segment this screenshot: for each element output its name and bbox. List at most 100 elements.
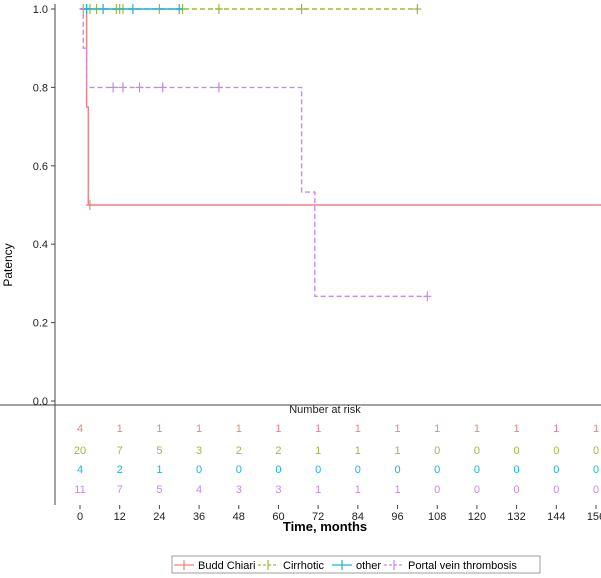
legend-label: Cirrhotic (283, 560, 324, 572)
y-tick-label: 0.2 (33, 318, 48, 330)
risk-value: 0 (434, 445, 440, 457)
x-tick-label: 24 (153, 511, 165, 523)
x-tick-label: 72 (312, 511, 324, 523)
risk-value: 4 (77, 423, 83, 435)
y-axis-title: Patency (1, 243, 15, 286)
risk-value: 0 (275, 464, 281, 476)
y-tick-label: 0.8 (33, 82, 48, 94)
risk-value: 0 (474, 445, 480, 457)
risk-value: 2 (275, 445, 281, 457)
legend-item-cirrhotic: Cirrhotic (258, 560, 324, 572)
risk-value: 1 (394, 484, 400, 496)
risk-value: 0 (553, 484, 559, 496)
risk-row-budd-chiari: 4 1 1 1 1 1 1 1 1 1 1 1 1 1 (77, 423, 599, 435)
risk-value: 3 (236, 484, 242, 496)
y-tick-label: 1.0 (33, 4, 48, 16)
legend-label: Portal vein thrombosis (408, 560, 517, 572)
y-tick-label: 0.4 (33, 239, 48, 251)
x-tick-label: 36 (193, 511, 205, 523)
risk-value: 0 (474, 464, 480, 476)
y-tick-label: 0.6 (33, 161, 48, 173)
risk-value: 4 (196, 484, 202, 496)
curve-line (80, 8, 428, 298)
risk-value: 3 (275, 484, 281, 496)
risk-value: 0 (315, 464, 321, 476)
risk-value: 0 (236, 464, 242, 476)
risk-value: 0 (593, 464, 599, 476)
x-tick-label: 156 (587, 511, 601, 523)
risk-value: 0 (553, 464, 559, 476)
risk-value: 5 (156, 445, 162, 457)
risk-value: 0 (474, 484, 480, 496)
risk-value: 1 (236, 423, 242, 435)
risk-value: 0 (593, 445, 599, 457)
risk-value: 1 (553, 423, 559, 435)
x-tick-label: 144 (547, 511, 565, 523)
x-tick-label: 132 (507, 511, 525, 523)
risk-value: 11 (74, 484, 85, 496)
risk-value: 1 (355, 423, 361, 435)
risk-table-title: Number at risk (289, 404, 361, 416)
legend-item-other: other (332, 560, 381, 572)
risk-value: 4 (77, 464, 83, 476)
survival-curves (79, 4, 601, 302)
risk-row-portal-vein-thrombosis: 11 7 5 4 3 3 1 1 1 0 0 0 0 0 (74, 484, 599, 496)
risk-value: 7 (117, 445, 123, 457)
risk-value: 1 (593, 423, 599, 435)
risk-value: 3 (196, 445, 202, 457)
risk-value: 0 (196, 464, 202, 476)
series-budd-chiari (80, 8, 601, 210)
risk-value: 1 (315, 445, 321, 457)
y-tick-label: 0.0 (33, 396, 48, 408)
legend-label: Budd Chiari (198, 560, 255, 572)
x-tick-label: 48 (233, 511, 245, 523)
series-other (80, 4, 184, 14)
risk-value: 20 (74, 445, 86, 457)
curve-line (80, 8, 601, 206)
risk-value: 1 (355, 484, 361, 496)
x-axis-title: Time, months (283, 519, 367, 534)
x-tick-label: 96 (391, 511, 403, 523)
risk-value: 1 (315, 423, 321, 435)
risk-row-other: 4 2 1 0 0 0 0 0 0 0 0 0 0 0 (77, 464, 599, 476)
risk-value: 0 (355, 464, 361, 476)
risk-value: 1 (156, 464, 162, 476)
risk-value: 0 (553, 445, 559, 457)
risk-value: 0 (593, 484, 599, 496)
series-portal-vein-thrombosis (80, 8, 432, 302)
risk-row-cirrhotic: 20 7 5 3 2 2 1 1 1 0 0 0 0 0 (74, 445, 599, 457)
x-tick-label: 0 (77, 511, 83, 523)
risk-value: 0 (394, 464, 400, 476)
risk-value: 1 (514, 423, 520, 435)
risk-value: 1 (394, 423, 400, 435)
axes: 0.0 0.2 0.4 0.6 0.8 1.0 (0, 4, 601, 505)
risk-value: 1 (355, 445, 361, 457)
risk-value: 1 (275, 423, 281, 435)
risk-value: 0 (514, 484, 520, 496)
x-tick-label: 12 (114, 511, 126, 523)
risk-value: 2 (117, 464, 123, 476)
legend-item-portal-vein-thrombosis: Portal vein thrombosis (384, 560, 517, 572)
risk-value: 1 (315, 484, 321, 496)
risk-table: Number at risk 4 1 1 1 1 1 1 1 1 1 1 1 1 120 7 5 3 2 2 1 1 1 0… (74, 404, 599, 496)
x-tick-labels: 0 12 24 36 48 60 72 84 96 108 120 132 144 156 (77, 505, 601, 523)
x-tick-label: 120 (468, 511, 486, 523)
x-tick-label: 108 (428, 511, 446, 523)
risk-value: 1 (394, 445, 400, 457)
risk-value: 5 (156, 484, 162, 496)
risk-value: 1 (117, 423, 123, 435)
risk-value: 7 (117, 484, 123, 496)
x-tick-label: 84 (352, 511, 364, 523)
x-tick-label: 60 (272, 511, 284, 523)
risk-value: 1 (156, 423, 162, 435)
legend-label: other (356, 560, 381, 572)
risk-value: 0 (514, 445, 520, 457)
risk-value: 0 (514, 464, 520, 476)
legend-box (171, 555, 541, 574)
legend: Budd Chiari Cirrhotic other Portal vein thr… (171, 555, 541, 574)
risk-value: 1 (434, 423, 440, 435)
legend-item-budd-chiari: Budd Chiari (174, 560, 255, 572)
risk-value: 0 (434, 464, 440, 476)
risk-value: 0 (434, 484, 440, 496)
